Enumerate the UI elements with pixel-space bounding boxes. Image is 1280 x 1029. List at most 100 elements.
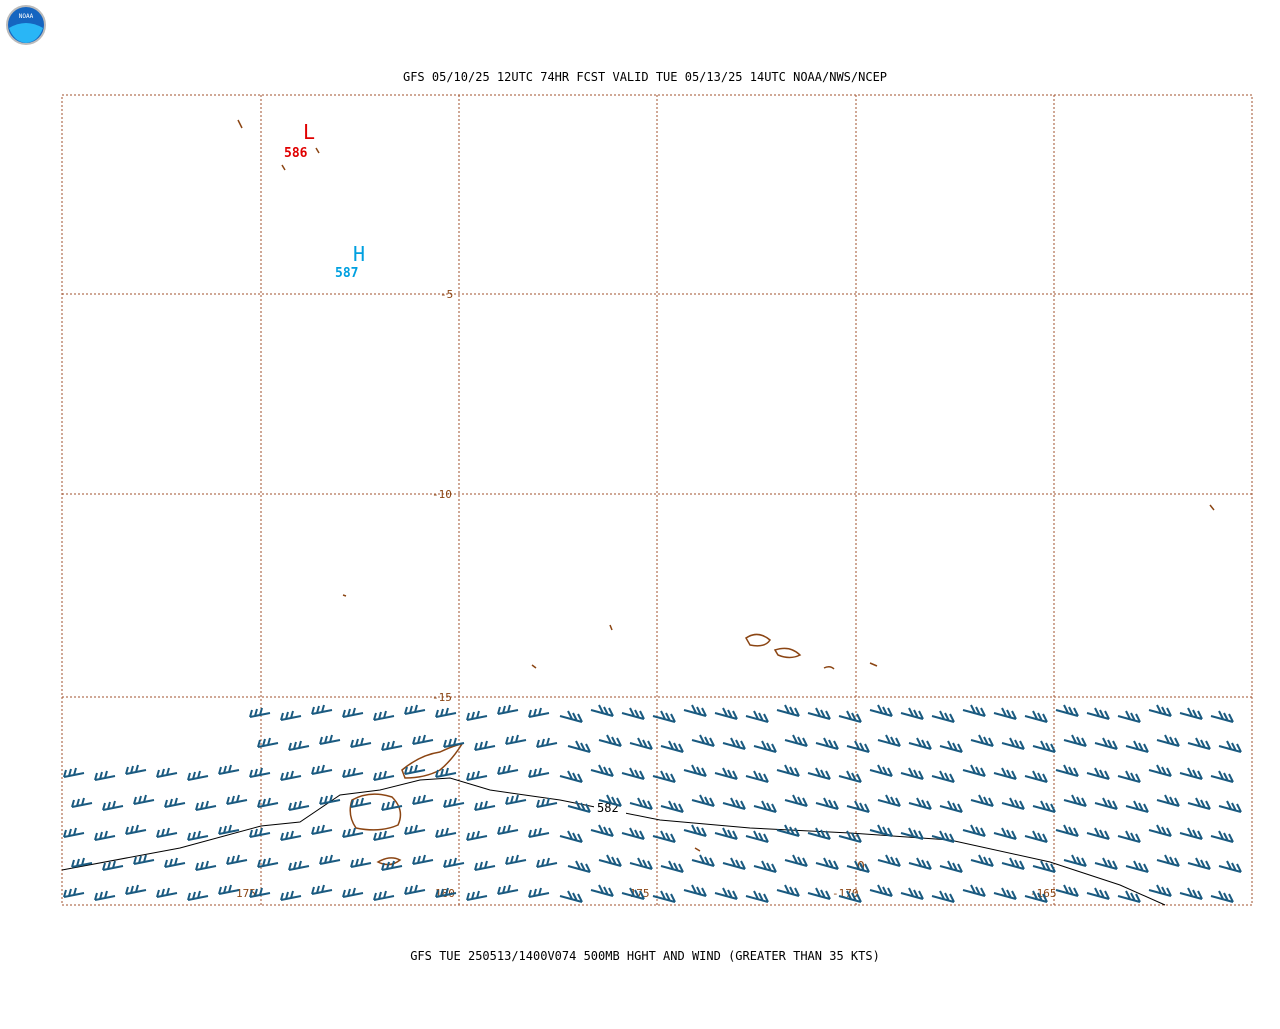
wind-barb (559, 830, 583, 843)
wind-barb (962, 884, 986, 897)
wind-barb (629, 857, 653, 870)
wind-barb (1094, 737, 1118, 750)
wind-barb (133, 794, 155, 805)
wind-barb (1032, 800, 1056, 813)
wind-barb (807, 887, 831, 900)
contour-minor-label: 0 (857, 860, 865, 875)
wind-barb (970, 794, 994, 807)
wind-barb (474, 860, 496, 871)
wind-barb (373, 890, 395, 901)
wind-barb (187, 770, 209, 781)
wind-barb (869, 764, 893, 777)
wind-barb (125, 884, 147, 895)
wind-barb (652, 770, 676, 783)
wind-barb (505, 734, 527, 745)
wind-barb (102, 800, 124, 811)
wind-barb (536, 857, 558, 868)
wind-barb (528, 887, 550, 898)
lat-label: -5 (440, 288, 453, 301)
wind-barb (559, 770, 583, 783)
wind-barb (288, 860, 310, 871)
wind-barb (1055, 704, 1079, 717)
wind-barb (1218, 860, 1242, 873)
wind-barb (1187, 737, 1211, 750)
wind-barb (1001, 857, 1025, 870)
low-symbol: L (303, 120, 315, 144)
wind-barb (784, 734, 808, 747)
wind-barb (1179, 767, 1203, 780)
wind-barb (900, 707, 924, 720)
wind-barb (1179, 887, 1203, 900)
wind-barb (753, 860, 777, 873)
wind-barb (311, 704, 333, 715)
height-contour (61, 777, 1166, 906)
wind-barb (714, 887, 738, 900)
wind-barb (590, 824, 614, 837)
wind-barb (621, 887, 645, 900)
wind-barb (900, 767, 924, 780)
wind-barb (939, 860, 963, 873)
wind-barb (1210, 890, 1234, 903)
wind-barb (1156, 854, 1180, 867)
wind-barb (342, 887, 364, 898)
wind-barb (528, 827, 550, 838)
wind-barb (528, 767, 550, 778)
wind-barb (342, 827, 364, 838)
wind-barb (567, 800, 591, 813)
graticule (61, 94, 1253, 906)
wind-barb (962, 704, 986, 717)
wind-barb (815, 737, 839, 750)
wind-barb (342, 767, 364, 778)
wind-barb (94, 830, 116, 841)
wind-barb (1125, 740, 1149, 753)
wind-barb (900, 827, 924, 840)
wind-barb (412, 734, 434, 745)
wind-barb (660, 860, 684, 873)
wind-barb (869, 704, 893, 717)
wind-barb (1024, 830, 1048, 843)
wind-barb (257, 737, 279, 748)
wind-barb (1055, 824, 1079, 837)
wind-barb (753, 800, 777, 813)
wind-barb (815, 857, 839, 870)
wind-barb (1001, 737, 1025, 750)
wind-barb (280, 830, 302, 841)
wind-barb (412, 854, 434, 865)
wind-barb (838, 770, 862, 783)
wind-barb (1187, 857, 1211, 870)
wind-barb (156, 887, 178, 898)
wind-barb (753, 740, 777, 753)
wind-barb (474, 800, 496, 811)
wind-barb (466, 890, 488, 901)
wind-barb (621, 707, 645, 720)
wind-barb (1001, 797, 1025, 810)
wind-barb (249, 767, 271, 778)
wind-barbs (63, 704, 1242, 903)
wind-barb (1187, 797, 1211, 810)
wind-barb (1125, 800, 1149, 813)
wind-barb (435, 827, 457, 838)
wind-barb (226, 794, 248, 805)
map-caption: GFS TUE 250513/1400V074 500MB HGHT AND W… (410, 949, 880, 963)
wind-barb (1086, 827, 1110, 840)
wind-barb (435, 767, 457, 778)
wind-barb (466, 770, 488, 781)
wind-barb (435, 707, 457, 718)
lat-label: -10 (432, 488, 452, 501)
wind-barb (652, 890, 676, 903)
high-value: 587 (335, 266, 358, 281)
wind-barb (63, 827, 85, 838)
wind-barb (311, 884, 333, 895)
wind-barb (1148, 764, 1172, 777)
wind-barb (474, 740, 496, 751)
wind-barb (598, 854, 622, 867)
wind-barb (590, 704, 614, 717)
wind-barb (1086, 887, 1110, 900)
wind-barb (908, 857, 932, 870)
wind-barb (536, 737, 558, 748)
logo: NOAA (6, 5, 46, 45)
wind-barb (745, 710, 769, 723)
wind-barb (1156, 734, 1180, 747)
wind-barb (598, 734, 622, 747)
wind-barb (1218, 800, 1242, 813)
